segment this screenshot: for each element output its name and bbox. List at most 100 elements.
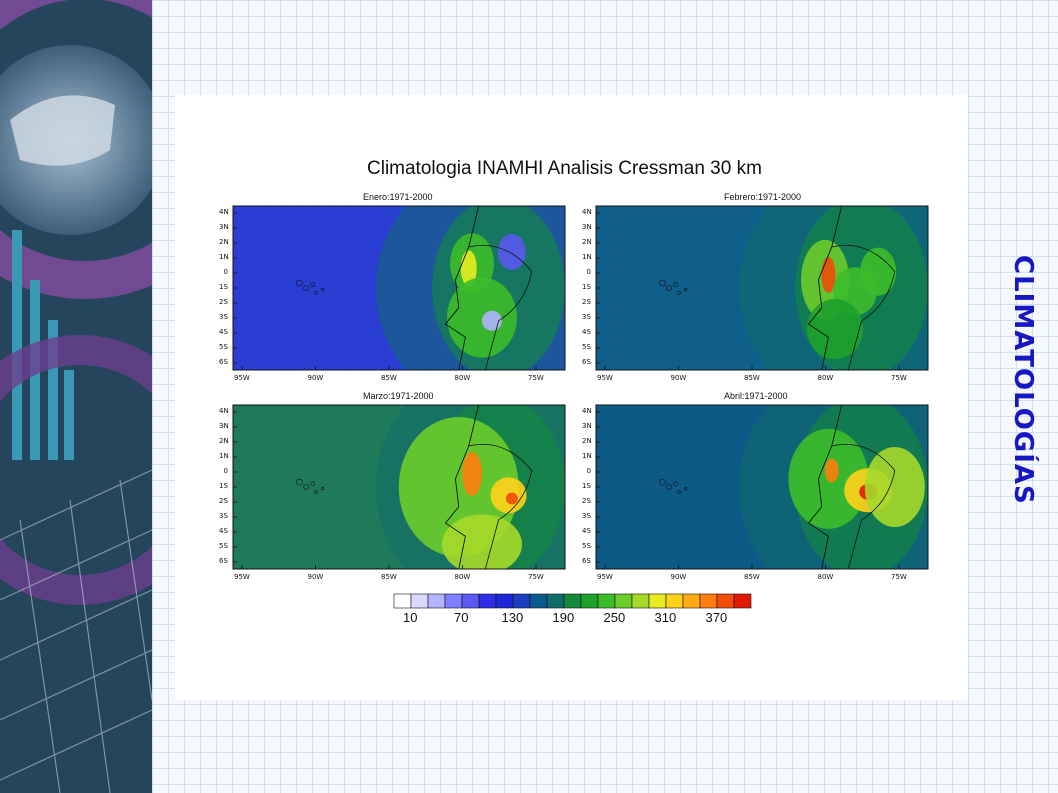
lat-tick-label: 6S <box>219 557 228 565</box>
map-panel-4 <box>595 404 929 570</box>
map-panel-3 <box>232 404 566 570</box>
lat-tick-label: 2S <box>582 298 591 306</box>
figure-title: Climatologia INAMHI Analisis Cressman 30… <box>367 158 762 179</box>
island <box>314 291 318 295</box>
lon-tick-label: 75W <box>528 573 544 581</box>
lon-tick-label: 95W <box>597 374 613 382</box>
lon-tick-label: 80W <box>454 374 471 382</box>
lat-tick-label: 5S <box>219 542 228 550</box>
lat-tick-label: 0 <box>586 467 591 475</box>
lat-tick-label: 4N <box>219 208 229 216</box>
lat-tick-label: 1S <box>582 482 591 490</box>
island <box>310 481 315 487</box>
lat-tick-label: 6S <box>219 358 228 366</box>
lat-tick-label: 3S <box>582 512 591 520</box>
colorbar-swatch <box>733 593 752 609</box>
country-border <box>831 443 896 569</box>
lat-tick-label: 5S <box>219 343 228 351</box>
island <box>303 285 309 291</box>
lat-tick-label: 3N <box>219 223 229 231</box>
lat-tick-label: 6S <box>582 358 591 366</box>
lon-tick-label: 95W <box>234 374 250 382</box>
island <box>677 291 681 295</box>
colorbar-label: 370 <box>705 610 728 625</box>
lat-tick-label: 4S <box>219 328 228 336</box>
colorbar-label: 310 <box>654 610 677 625</box>
lon-tick-label: 95W <box>597 573 613 581</box>
lon-tick-label: 75W <box>891 573 907 581</box>
contour-region <box>807 299 864 359</box>
island <box>314 490 318 494</box>
lat-tick-label: 2S <box>219 497 228 505</box>
lat-tick-label: 4N <box>582 407 592 415</box>
colorbar-label: 190 <box>552 610 575 625</box>
lat-tick-label: 3N <box>219 422 229 430</box>
lon-tick-label: 90W <box>307 573 324 581</box>
contour-region <box>497 233 526 270</box>
island <box>666 484 672 490</box>
island <box>659 478 666 486</box>
lat-tick-label: 2S <box>582 497 591 505</box>
lat-tick-label: 1N <box>219 452 229 460</box>
lat-tick-label: 1S <box>219 283 228 291</box>
lon-tick-label: 85W <box>744 374 760 382</box>
island <box>684 288 688 292</box>
lon-tick-label: 90W <box>670 573 687 581</box>
lon-tick-label: 85W <box>744 573 760 581</box>
lon-tick-label: 80W <box>817 374 834 382</box>
lat-tick-label: 3S <box>582 313 591 321</box>
island <box>310 282 315 288</box>
contour-region <box>860 247 897 296</box>
lat-tick-label: 2S <box>219 298 228 306</box>
island <box>659 279 666 287</box>
colorbar-label: 130 <box>501 610 524 625</box>
lon-tick-label: 75W <box>891 374 907 382</box>
lat-tick-label: 4N <box>582 208 592 216</box>
lat-tick-label: 0 <box>223 467 228 475</box>
island <box>296 279 303 287</box>
slide-title: CLIMATOLOGÍAS <box>1008 255 1038 505</box>
panel-title: Febrero:1971-2000 <box>724 192 802 202</box>
country-border <box>831 244 896 370</box>
lon-tick-label: 85W <box>381 374 397 382</box>
lat-tick-label: 1S <box>582 283 591 291</box>
lat-tick-label: 5S <box>582 542 591 550</box>
lon-tick-label: 80W <box>817 573 834 581</box>
island <box>677 490 681 494</box>
lat-tick-label: 2N <box>219 238 229 246</box>
contour-region <box>505 492 518 505</box>
island <box>673 282 678 288</box>
island <box>684 487 688 491</box>
lon-tick-label: 85W <box>381 573 397 581</box>
lat-tick-label: 3N <box>582 422 592 430</box>
contour-region <box>824 458 839 483</box>
lat-tick-label: 4S <box>582 527 591 535</box>
lat-tick-label: 6S <box>582 557 591 565</box>
contour-region <box>462 451 483 496</box>
colorbar <box>393 593 752 609</box>
island <box>296 478 303 486</box>
lat-tick-label: 1N <box>582 452 592 460</box>
island <box>673 481 678 487</box>
lat-tick-label: 2N <box>582 238 592 246</box>
map-panel-2 <box>595 205 929 371</box>
lat-tick-label: 0 <box>223 268 228 276</box>
island <box>321 288 325 292</box>
lat-tick-label: 1S <box>219 482 228 490</box>
contour-region <box>447 277 517 358</box>
lon-tick-label: 95W <box>234 573 250 581</box>
island <box>303 484 309 490</box>
country-border <box>468 443 533 569</box>
panel-title: Abril:1971-2000 <box>724 391 788 401</box>
lat-tick-label: 1N <box>219 253 229 261</box>
contour-region <box>442 514 522 569</box>
colorbar-label: 70 <box>454 610 469 625</box>
lat-tick-label: 3S <box>219 313 228 321</box>
lat-tick-label: 4N <box>219 407 229 415</box>
lat-tick-label: 3N <box>582 223 592 231</box>
lat-tick-label: 2N <box>582 437 592 445</box>
lat-tick-label: 3S <box>219 512 228 520</box>
lon-tick-label: 90W <box>670 374 687 382</box>
